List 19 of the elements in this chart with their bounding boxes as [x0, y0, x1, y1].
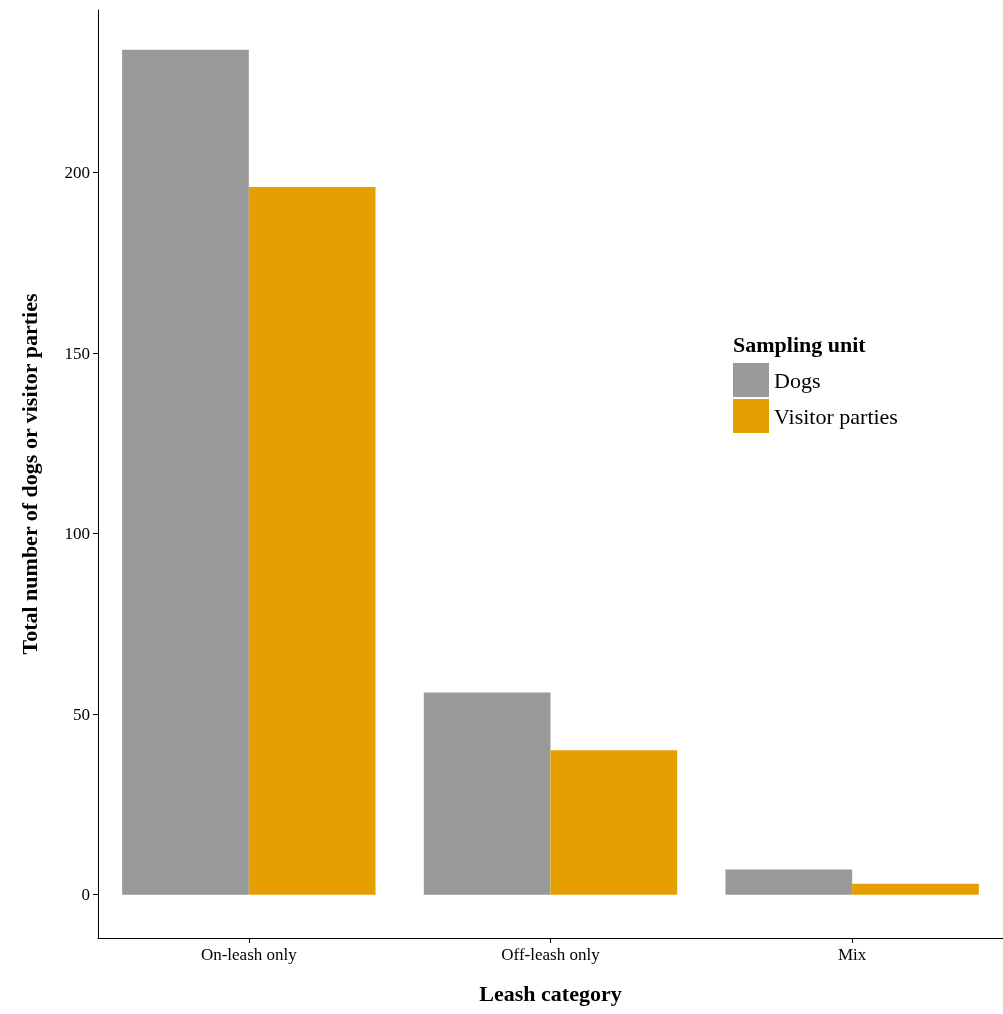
- bar: [725, 869, 853, 895]
- bar: [423, 692, 551, 895]
- legend-title: Sampling unit: [733, 331, 867, 357]
- y-tick-label: 200: [64, 162, 90, 182]
- x-axis-title: Leash category: [479, 980, 622, 1006]
- y-tick-label: 50: [73, 704, 90, 724]
- y-tick-label: 0: [81, 885, 90, 905]
- x-tick-label: On-leash only: [200, 945, 298, 964]
- y-axis-title: Total number of dogs or visitor parties: [16, 293, 42, 655]
- legend-label: Dogs: [774, 367, 821, 393]
- x-tick-label: Mix: [837, 945, 867, 964]
- x-tick-label: Off-leash only: [501, 945, 601, 964]
- y-tick-label: 150: [64, 343, 90, 363]
- bar: [852, 883, 979, 895]
- y-tick-label: 100: [64, 524, 90, 544]
- bar: [248, 186, 376, 895]
- legend-label: Visitor parties: [774, 403, 898, 429]
- bar: [122, 49, 249, 895]
- bar: [550, 750, 678, 895]
